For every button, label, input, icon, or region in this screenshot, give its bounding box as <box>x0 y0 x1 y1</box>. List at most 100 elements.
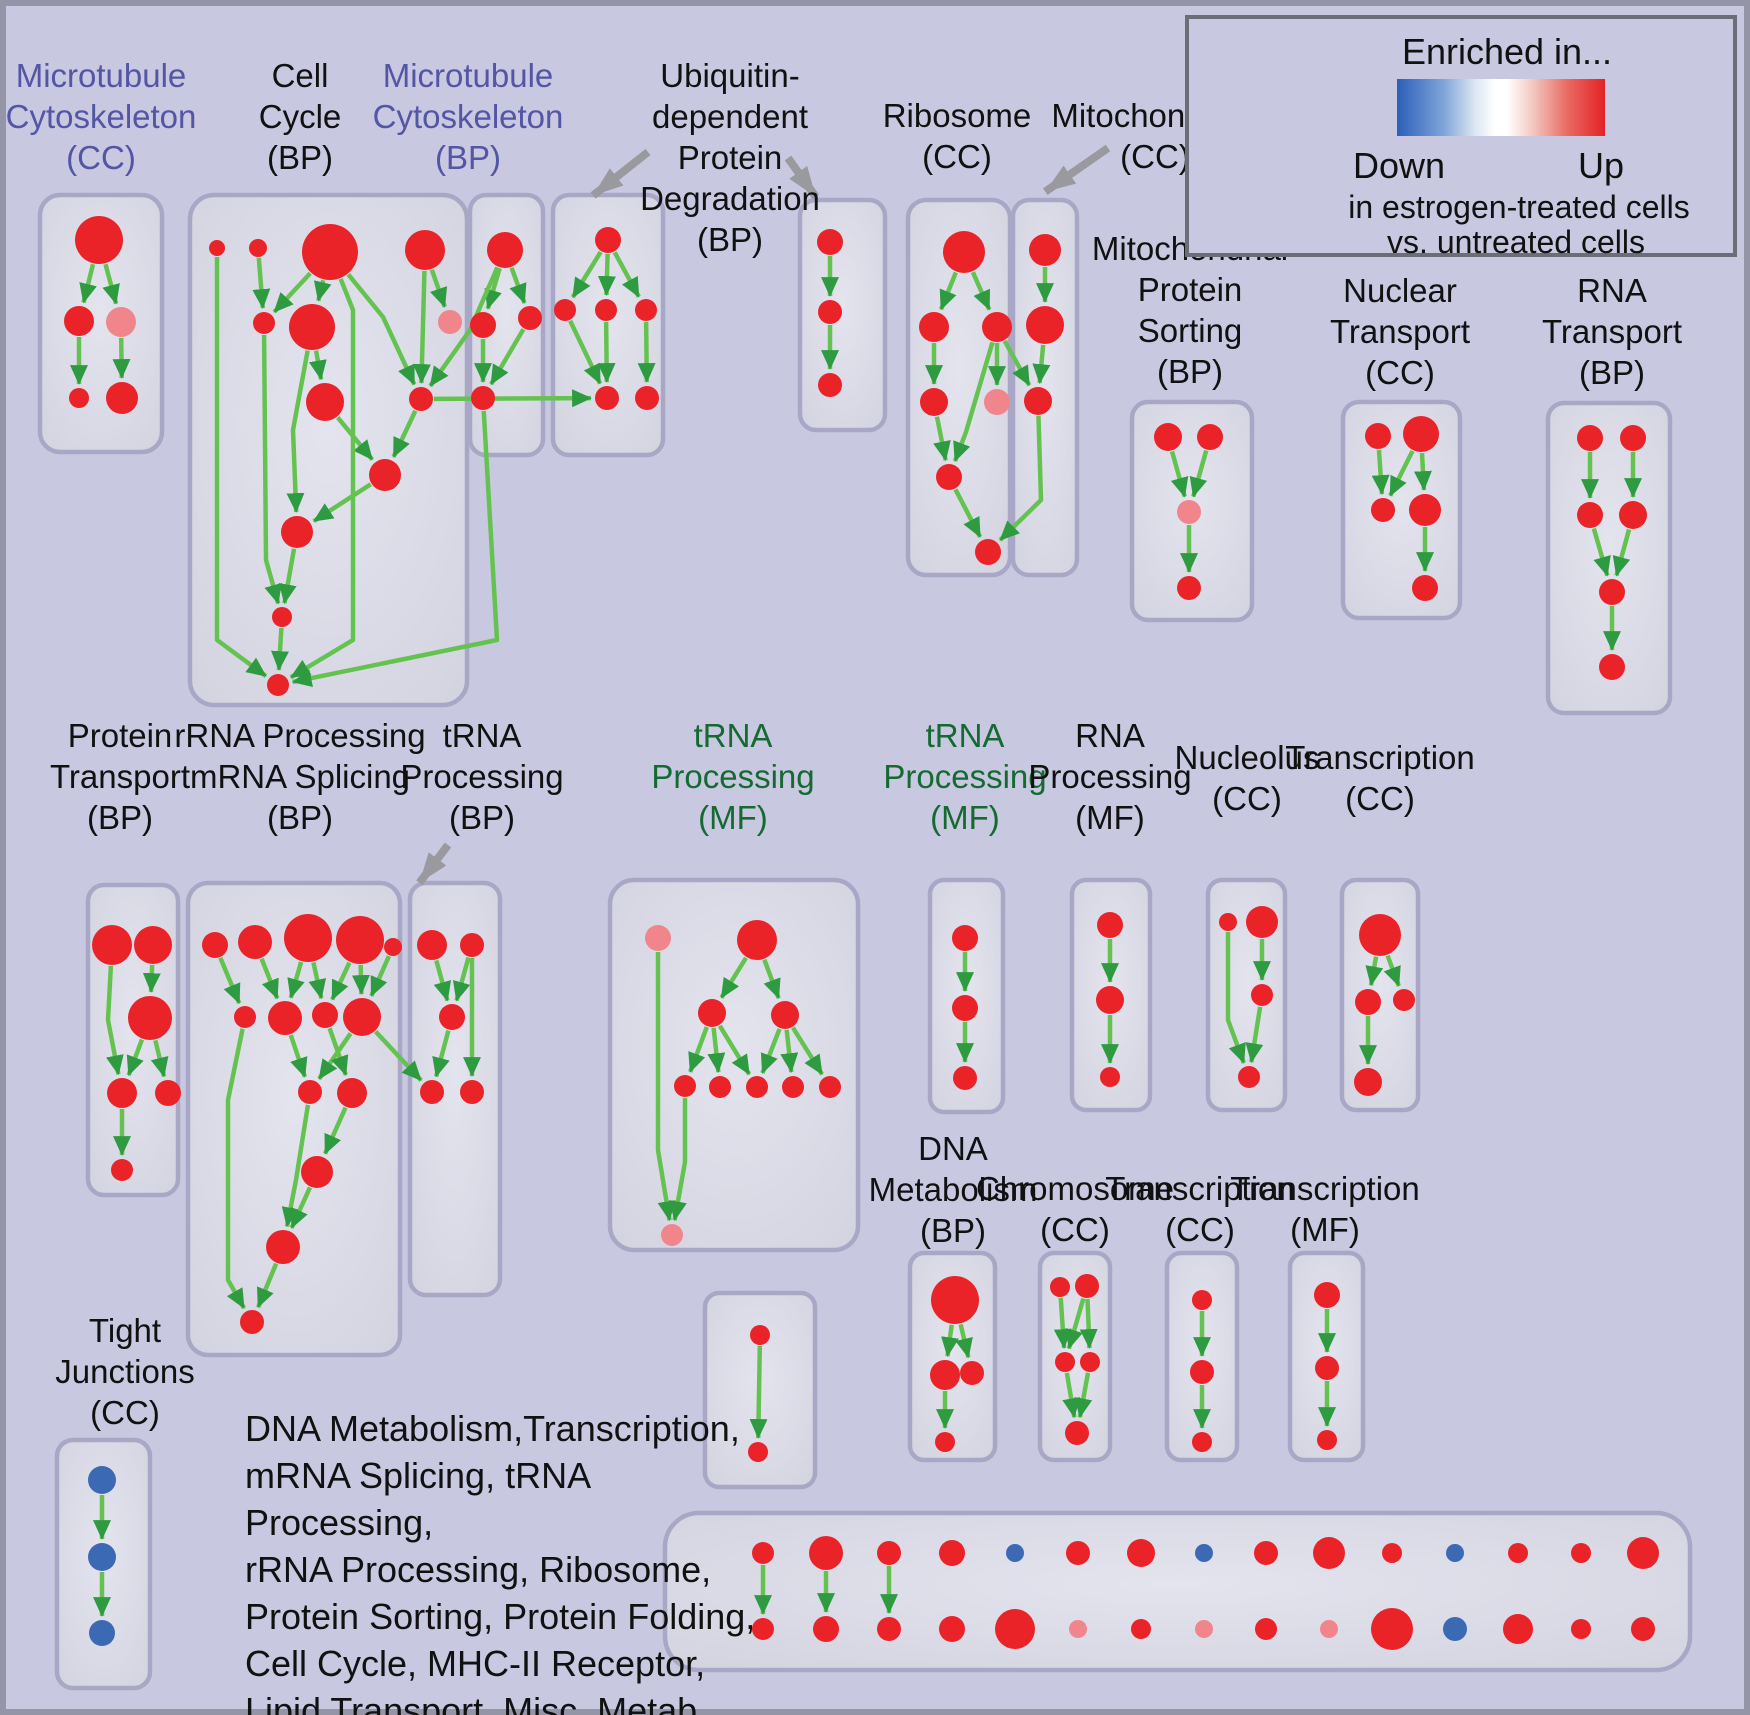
misc-categories-note-line: Protein Sorting, Protein Folding, <box>245 1596 756 1637</box>
go-term-node-cellcycle <box>369 459 401 491</box>
edge <box>1225 932 1246 1064</box>
go-term-node-rnat <box>1577 502 1603 528</box>
edge <box>489 328 526 386</box>
cluster-label-trna-processing-bp: tRNA Processing (BP) <box>400 717 564 836</box>
edge <box>952 341 995 462</box>
go-term-node-trnabp <box>420 1080 444 1104</box>
edge <box>570 250 603 299</box>
edge <box>412 270 431 384</box>
go-term-node-bottom <box>1382 1543 1402 1563</box>
go-term-node-transcc3 <box>1192 1290 1212 1310</box>
go-term-node-cellcycle <box>267 674 289 696</box>
edge <box>1053 1297 1072 1349</box>
edge <box>252 257 271 309</box>
go-term-node-dnamet <box>935 1432 955 1452</box>
misc-categories-note-line: DNA Metabolism,Transcription, <box>245 1408 740 1449</box>
cluster-label-cell-cycle-bp: Cell Cycle (BP) <box>258 57 342 176</box>
cluster-label-microtubule-cytoskeleton-cc: Microtubule Cytoskeleton (CC) <box>5 57 197 176</box>
edge <box>1371 449 1390 495</box>
go-term-node-bottom <box>1195 1544 1213 1562</box>
cluster-label-transcription-cc-bottom: Transcription (CC) <box>1105 1170 1295 1248</box>
go-term-node-bottom <box>1571 1543 1591 1563</box>
go-term-node-ubl <box>554 299 576 321</box>
cluster-label-chromosome-cc: Chromosome (CC) <box>975 1170 1175 1248</box>
go-term-node-ubr <box>818 300 842 324</box>
edge <box>1413 452 1432 491</box>
go-term-node-dnamet <box>931 1276 979 1324</box>
go-term-node-nt <box>1412 575 1438 601</box>
edge <box>970 271 992 311</box>
go-term-node-trnabp <box>439 1004 465 1030</box>
legend: Enriched in... Down Up in estrogen-treat… <box>1185 15 1737 260</box>
go-term-node-chromosome <box>1050 1277 1070 1297</box>
go-term-node-tj <box>88 1466 116 1494</box>
cluster-label-rrna-processing-mrna-splicing-bp: rRNA Processing mRNA Splicing (BP) <box>174 717 426 836</box>
edge <box>429 269 448 308</box>
go-term-node-rnamf <box>1096 986 1124 1014</box>
go-term-node-trnabp <box>460 1080 484 1104</box>
go-term-node-rrna <box>336 916 384 964</box>
go-term-node-bottom <box>1131 1619 1151 1639</box>
cluster-box-nt <box>1340 399 1463 621</box>
go-term-node-trnamf1 <box>737 920 777 960</box>
go-term-node-ubl <box>595 227 621 253</box>
legend-subtitle-line2: vs. untreated cells <box>1387 224 1645 260</box>
edge <box>150 1039 169 1078</box>
go-term-node-ribosome <box>936 464 962 490</box>
legend-up-label: Up <box>1577 145 1625 186</box>
go-term-node-rnamf <box>1100 1067 1120 1087</box>
go-term-node-trnamf1 <box>645 925 671 951</box>
edge <box>1169 450 1189 498</box>
cluster-box-bottom <box>662 1510 1693 1673</box>
go-term-node-rrna <box>234 1006 256 1028</box>
go-term-node-ribosome <box>975 539 1001 565</box>
go-term-node-bottom <box>1508 1543 1528 1563</box>
edge <box>452 956 471 1002</box>
go-term-node-trnabp <box>417 930 447 960</box>
go-term-node-ribosome <box>920 388 948 416</box>
misc-categories-note-line: Cell Cycle, MHC-II Receptor, <box>245 1643 706 1684</box>
edge <box>288 1034 308 1078</box>
edge <box>953 488 983 538</box>
edge <box>126 1038 145 1077</box>
go-term-node-bottom <box>1254 1541 1278 1565</box>
go-term-node-rrna <box>343 998 381 1036</box>
edge <box>278 548 297 605</box>
go-term-node-ubl <box>595 299 617 321</box>
go-term-node-nucleolus <box>1219 913 1237 931</box>
edge <box>791 1026 824 1076</box>
go-term-node-bottom <box>1066 1541 1090 1565</box>
go-term-node-bottom <box>1627 1537 1659 1569</box>
edge <box>286 350 310 513</box>
edge <box>760 1028 782 1074</box>
go-term-node-pt <box>128 996 172 1040</box>
go-term-node-ubl <box>635 299 657 321</box>
go-term-node-cellcycle <box>438 310 462 334</box>
edge <box>1062 1372 1081 1419</box>
edge <box>312 482 372 524</box>
go-term-node-rnamf <box>1097 912 1123 938</box>
go-term-node-mtbp <box>518 306 542 330</box>
edge <box>102 263 120 305</box>
go-term-node-transmf <box>1317 1430 1337 1450</box>
legend-title: Enriched in... <box>1401 31 1613 72</box>
go-term-node-rrna <box>202 932 228 958</box>
go-term-node-ubr <box>818 373 842 397</box>
go-term-node-bottom <box>1631 1617 1655 1641</box>
go-term-node-pt <box>134 926 172 964</box>
go-term-node-rrna <box>312 1002 338 1028</box>
go-term-node-bottom <box>1313 1537 1345 1569</box>
go-term-node-ribosome <box>919 312 949 342</box>
go-term-node-trnamf1 <box>661 1224 683 1246</box>
edge <box>669 1098 688 1222</box>
edge <box>780 1029 799 1073</box>
edge <box>313 279 332 302</box>
cluster-box-rrna <box>185 880 403 1358</box>
edge <box>308 961 327 1000</box>
go-term-node-bottom <box>939 1540 965 1566</box>
go-term-node-ubl <box>595 386 619 410</box>
edge <box>749 1345 768 1439</box>
edge <box>374 1030 423 1082</box>
edge <box>509 267 527 304</box>
go-term-node-mtcc <box>69 388 89 408</box>
